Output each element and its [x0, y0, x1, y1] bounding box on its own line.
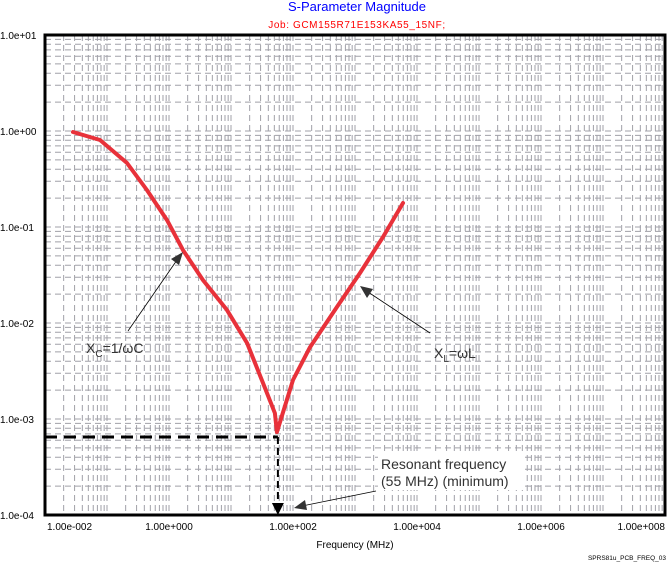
y-axis-ticks: 1.0e+01 1.0e+00 1.0e-01 1.0e-02 1.0e-03 …	[0, 31, 37, 522]
x-tick-label: 1.00e+004	[393, 522, 441, 533]
reference-lines	[45, 435, 284, 515]
plot-frame	[43, 33, 667, 517]
y-tick-label: 1.0e-03	[0, 415, 34, 426]
arrow-down-icon	[271, 503, 284, 515]
y-tick-label: 1.0e+01	[0, 31, 37, 42]
annotation-resonance: Resonant frequency (55 MHz) (minimum)	[294, 454, 524, 510]
svg-text:XC=1/ωC: XC=1/ωC	[86, 340, 143, 360]
chart-title: S-Parameter Magnitude	[288, 0, 426, 14]
figure-id: SPRS81u_PCB_FREQ_03	[588, 555, 666, 562]
grid	[44, 35, 665, 516]
arrowhead-icon	[360, 286, 373, 298]
annotation-xl-sub: L	[443, 354, 449, 365]
x-axis-label: Frequency (MHz)	[316, 540, 393, 551]
annotation-xc-x: X	[86, 340, 96, 356]
annotation-resonance-line2: (55 MHz) (minimum)	[381, 473, 509, 489]
x-tick-label: 1.00e-002	[47, 522, 92, 533]
annotation-resonance-line1: Resonant frequency	[381, 456, 506, 472]
y-tick-label: 1.0e-02	[0, 319, 34, 330]
chart-subtitle: Job: GCM155R71E153KA55_15NF;	[268, 20, 445, 31]
y-tick-label: 1.0e-01	[0, 223, 34, 234]
series-line	[71, 130, 405, 435]
x-tick-label: 1.00e+002	[269, 522, 317, 533]
svg-text:XL=ωL: XL=ωL	[434, 345, 476, 365]
y-tick-label: 1.0e+00	[0, 127, 37, 138]
x-tick-label: 1.00e+006	[517, 522, 565, 533]
annotation-xl: XL=ωL	[360, 286, 476, 365]
annotation-xc-rest: =1/ωC	[103, 340, 144, 356]
annotation-xl-x: X	[434, 345, 444, 361]
x-tick-label: 1.00e+008	[617, 522, 665, 533]
annotation-xl-rest: =ωL	[449, 345, 476, 361]
x-axis-ticks: 1.00e-002 1.00e+000 1.00e+002 1.00e+004 …	[47, 522, 665, 533]
y-tick-label: 1.0e-04	[0, 511, 34, 522]
annotation-xc-sub: C	[95, 349, 102, 360]
x-tick-label: 1.00e+000	[145, 522, 193, 533]
arrowhead-icon	[294, 500, 307, 510]
annotation-xc: XC=1/ωC	[86, 252, 183, 360]
arrowhead-icon	[171, 252, 183, 265]
